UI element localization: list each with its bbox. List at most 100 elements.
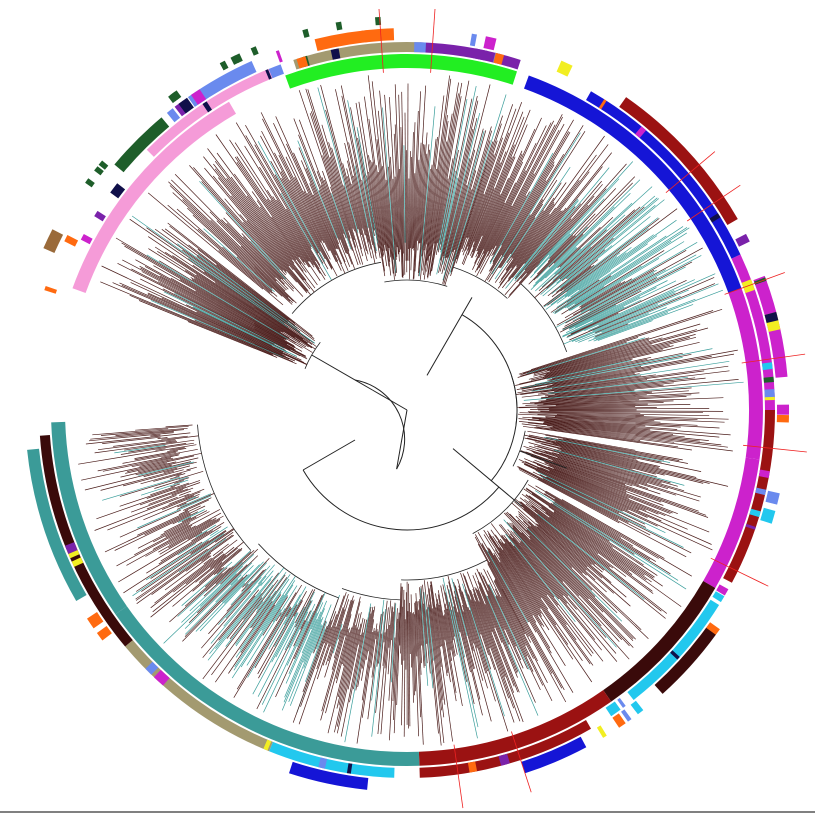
leaf-branch (230, 176, 316, 289)
leaf-branch (452, 140, 491, 261)
leaf-branch (595, 312, 669, 340)
leaf-branch (303, 191, 342, 271)
leaf-branch (157, 251, 301, 343)
leaf-branch (165, 424, 193, 428)
leaf-branch (488, 205, 513, 252)
leaf-branch (556, 234, 654, 304)
leaf-branch (506, 522, 630, 660)
leaf-branch (178, 476, 189, 481)
leaf-branch (123, 469, 184, 487)
leaf-branch (584, 290, 675, 332)
leaf-branch (524, 203, 582, 271)
leaf-branch (483, 182, 517, 250)
leaf-branch (320, 84, 368, 262)
leaf-branch (258, 564, 275, 585)
leaf-branch (530, 455, 664, 506)
leaf-branch (135, 461, 191, 476)
ring-outer-segment (289, 761, 369, 790)
leaf-branch (130, 495, 177, 513)
leaf-branch (461, 154, 495, 250)
leaf-branch (163, 291, 298, 357)
leaf-branch (169, 567, 231, 623)
leaf-branch (289, 625, 323, 706)
leaf-branch (486, 549, 529, 623)
leaf-branch (529, 392, 700, 404)
leaf-branch (427, 607, 434, 661)
leaf-branch (566, 240, 672, 308)
leaf-branch (256, 600, 312, 710)
leaf-branch (511, 210, 545, 258)
leaf-branch (551, 245, 613, 295)
leaf-branch (489, 191, 531, 263)
leaf-branch (123, 541, 203, 594)
leaf-branch (523, 521, 573, 568)
leaf-branch (236, 156, 321, 281)
leaf-branch (546, 337, 663, 371)
leaf-branch (316, 626, 332, 670)
leaf-branch (565, 247, 703, 324)
leaf-branch (473, 593, 521, 722)
ring-stripe (296, 56, 309, 69)
leaf-branch (509, 163, 627, 296)
leaf-branch (547, 425, 722, 446)
leaf-branch (468, 594, 489, 656)
leaf-branch (243, 567, 284, 620)
leaf-branch (592, 289, 689, 332)
leaf-branch (271, 612, 299, 663)
leaf-branch (566, 235, 667, 303)
leaf-branch (305, 88, 357, 248)
leaf-branch (488, 533, 542, 614)
leaf-branch (240, 594, 282, 653)
leaf-branch (391, 611, 394, 641)
leaf-branch (169, 225, 296, 324)
leaf-branch (512, 525, 620, 642)
leaf-branch (229, 597, 263, 640)
leaf-branch (210, 530, 219, 536)
leaf-branch (598, 273, 716, 326)
leaf-branch (195, 290, 296, 348)
ring-stripe (202, 101, 212, 113)
leaf-branch (522, 416, 681, 428)
leaf-branch (550, 502, 610, 542)
leaf-branch (170, 483, 181, 488)
leaf-branch (482, 575, 517, 647)
leaf-branch (472, 144, 515, 248)
leaf-branch (172, 192, 291, 302)
leaf-branch (518, 418, 731, 436)
leaf-branch (472, 575, 520, 693)
leaf-branch (465, 132, 510, 251)
leaf-branch (161, 297, 307, 365)
ring-stripe (630, 700, 644, 715)
leaf-branch (553, 468, 629, 499)
leaf-branch (529, 536, 604, 613)
leaf-branch (212, 175, 309, 292)
leaf-branch (148, 248, 307, 348)
leaf-branch (163, 573, 237, 644)
leaf-branch (545, 247, 578, 279)
clade-arc (258, 543, 339, 599)
leaf-branch (131, 268, 308, 360)
leaf-branch (520, 365, 729, 395)
leaf-branch (537, 471, 666, 534)
leaf-branch (528, 336, 697, 380)
leaf-branch (275, 621, 295, 658)
leaf-branch (184, 499, 209, 512)
leaf-branch (451, 609, 479, 728)
leaf-branch (203, 228, 275, 293)
leaf-branch (195, 564, 260, 632)
leaf-branch (400, 586, 403, 654)
leaf-branch (532, 418, 646, 427)
leaf-branch (226, 178, 307, 281)
leaf-branch (444, 609, 463, 706)
leaf-branch (533, 344, 652, 377)
leaf-branch (216, 567, 225, 575)
leaf-branch (174, 292, 285, 349)
leaf-branch (407, 611, 409, 729)
leaf-branch (234, 576, 296, 667)
leaf-branch (542, 198, 660, 297)
leaf-branch (517, 519, 596, 597)
leaf-branch (112, 282, 290, 360)
leaf-branch (392, 178, 398, 248)
leaf-branch (178, 509, 205, 523)
leaf-branch (350, 107, 375, 236)
